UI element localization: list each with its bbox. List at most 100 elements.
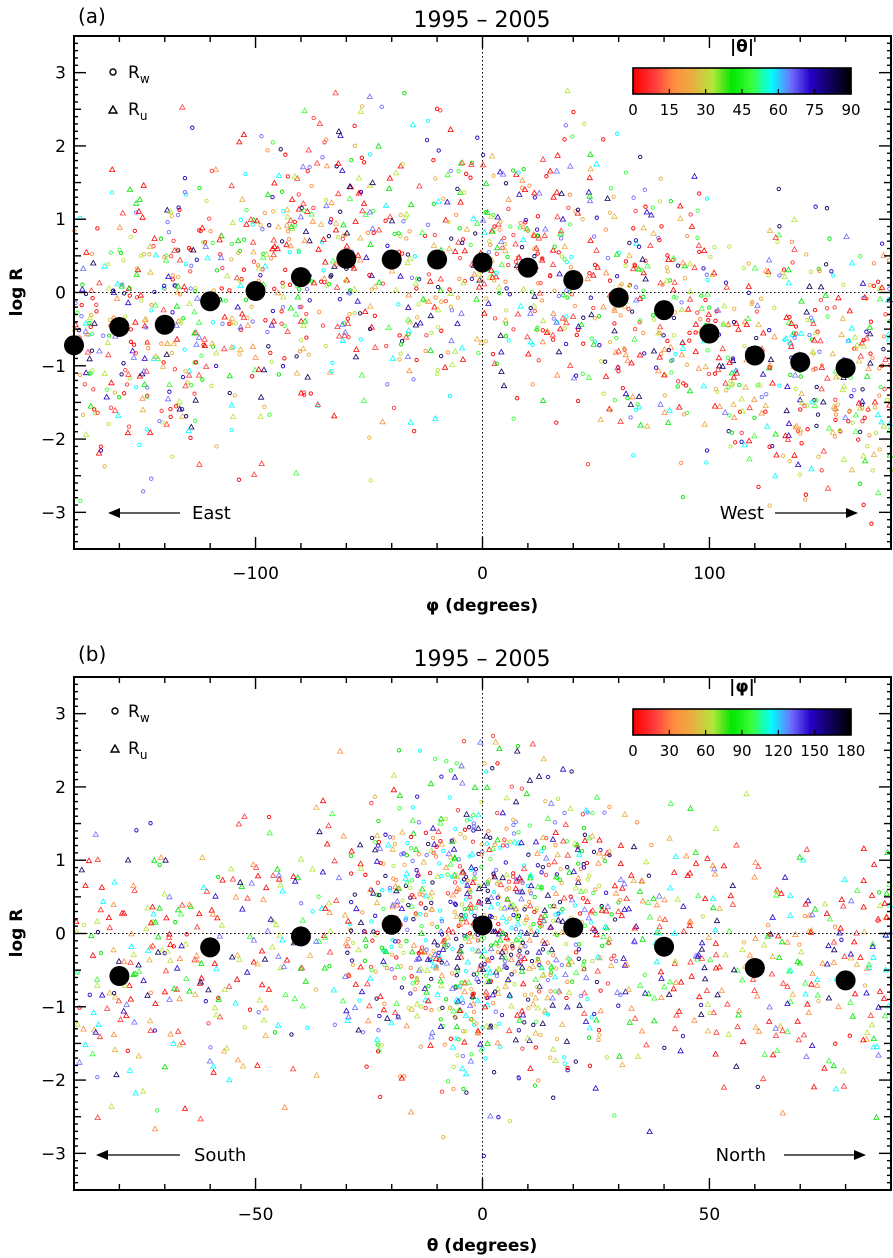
scatter-point (633, 407, 639, 413)
scatter-point (598, 906, 606, 913)
scatter-point (767, 444, 772, 449)
scatter-point (743, 321, 751, 327)
scatter-point (394, 963, 402, 969)
scatter-point (528, 928, 535, 934)
scatter-point (580, 1009, 588, 1016)
scatter-point (460, 1000, 466, 1006)
scatter-point (310, 279, 318, 286)
scatter-point (587, 237, 594, 243)
scatter-point (599, 905, 605, 911)
scatter-point (373, 969, 378, 974)
scatter-point (411, 428, 417, 434)
scatter-point (808, 465, 815, 472)
scatter-point (404, 316, 412, 323)
scatter-point (528, 925, 533, 930)
scatter-point (627, 240, 632, 246)
scatter-point (715, 354, 723, 361)
scatter-point (492, 224, 497, 229)
scatter-point (863, 334, 870, 341)
scatter-point (379, 945, 385, 950)
scatter-point (612, 917, 618, 922)
colorbar-segment (666, 709, 670, 735)
scatter-point (520, 880, 525, 885)
scatter-point (582, 806, 590, 813)
scatter-point (432, 954, 440, 961)
scatter-point (851, 990, 859, 997)
scatter-point (880, 422, 888, 429)
scatter-point (262, 884, 270, 891)
scatter-point (539, 965, 544, 970)
scatter-point (450, 946, 455, 952)
scatter-point (357, 311, 363, 316)
scatter-point (176, 405, 184, 412)
scatter-point (714, 366, 722, 372)
colorbar-segment (690, 68, 695, 94)
scatter-point (369, 967, 374, 973)
scatter-point (830, 946, 838, 953)
scatter-point (101, 333, 106, 338)
scatter-point (332, 89, 339, 96)
scatter-point (275, 172, 283, 178)
scatter-point (120, 958, 128, 964)
scatter-point (609, 912, 614, 917)
scatter-point (121, 981, 129, 988)
scatter-point (646, 913, 654, 920)
scatter-point (670, 357, 675, 363)
scatter-point (633, 285, 639, 290)
scatter-point (547, 904, 553, 909)
scatter-point (499, 874, 506, 881)
scatter-point (351, 285, 358, 292)
scatter-point (541, 232, 548, 239)
scatter-point (243, 968, 251, 975)
scatter-point (808, 980, 815, 987)
scatter-point (536, 358, 541, 363)
scatter-point (703, 987, 711, 993)
scatter-point (199, 353, 204, 358)
scatter-point (449, 360, 456, 367)
scatter-point (323, 343, 328, 349)
scatter-point (442, 216, 450, 223)
scatter-point (297, 349, 303, 354)
scatter-point (96, 1033, 104, 1040)
scatter-point (459, 1065, 466, 1071)
scatter-point (793, 422, 800, 429)
scatter-point (746, 290, 751, 295)
scatter-point (851, 333, 859, 340)
scatter-point (471, 812, 476, 818)
scatter-point (252, 354, 259, 360)
scatter-point (691, 172, 698, 179)
scatter-point (593, 793, 601, 800)
scatter-point (865, 444, 870, 449)
scatter-point (410, 858, 415, 863)
scatter-point (539, 298, 545, 303)
scatter-point (335, 235, 341, 240)
scatter-point (691, 1016, 698, 1023)
scatter-point (588, 295, 593, 300)
scatter-point (875, 1051, 882, 1058)
scatter-point (862, 415, 867, 420)
scatter-point (503, 279, 508, 284)
x-tick-label: 100 (693, 564, 725, 584)
scatter-point (858, 429, 863, 435)
scatter-point (576, 861, 581, 866)
scatter-point (382, 1001, 387, 1006)
scatter-point (726, 323, 731, 328)
colorbar-segment (805, 68, 810, 94)
scatter-point (759, 370, 767, 377)
scatter-point (126, 424, 132, 429)
scatter-point (98, 883, 106, 890)
scatter-point (458, 994, 465, 1001)
scatter-point (806, 282, 813, 289)
scatter-point (799, 441, 804, 446)
binned-mean-point (835, 357, 856, 378)
scatter-point (461, 247, 469, 254)
scatter-point (564, 995, 569, 1001)
scatter-point (704, 1027, 712, 1034)
scatter-point (302, 228, 310, 234)
scatter-point (174, 247, 179, 252)
scatter-point (771, 333, 778, 340)
scatter-point (863, 964, 871, 971)
scatter-point (123, 1012, 130, 1018)
scatter-point (132, 228, 137, 234)
scatter-point (193, 956, 201, 963)
